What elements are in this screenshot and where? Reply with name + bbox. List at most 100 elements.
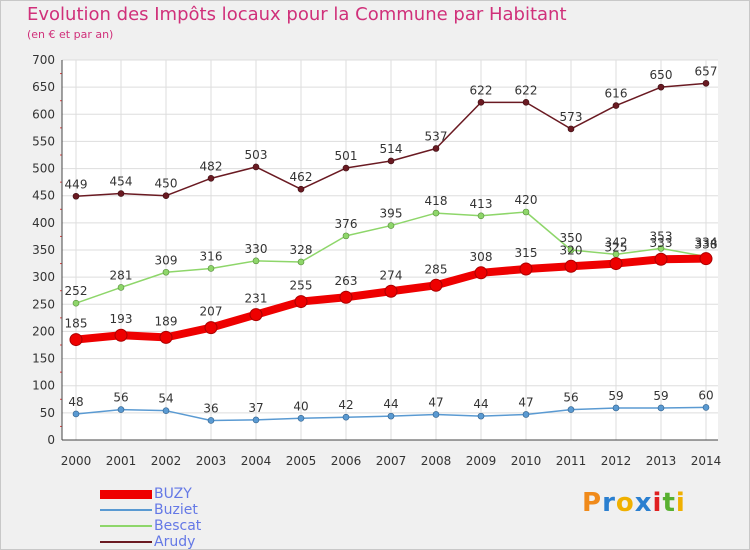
- data-label-buzy: 255: [290, 279, 313, 293]
- legend-item-buzy: BUZY: [100, 486, 250, 502]
- y-tick-label: 650: [32, 80, 55, 94]
- x-tick-label: 2009: [466, 454, 497, 468]
- data-label-buzy: 274: [380, 268, 403, 282]
- legend-swatch-arudy: [100, 541, 152, 543]
- y-tick-label: 550: [32, 134, 55, 148]
- data-label-buzy: 193: [110, 312, 133, 326]
- data-point-arudy: [117, 190, 125, 197]
- x-tick-label: 2014: [691, 454, 722, 468]
- data-point-bescat: [522, 208, 530, 216]
- data-label-buziet: 56: [563, 391, 578, 405]
- data-label-buzy: 231: [245, 292, 268, 306]
- data-label-bescat: 342: [605, 235, 628, 249]
- data-point-bescat: [567, 246, 575, 254]
- data-point-buziet: [117, 406, 125, 413]
- data-point-buziet: [477, 412, 485, 420]
- data-label-buziet: 44: [383, 397, 398, 411]
- data-label-buzy: 185: [65, 317, 88, 331]
- data-label-arudy: 622: [470, 83, 493, 97]
- y-tick-label: 350: [32, 243, 55, 257]
- x-tick-label: 2005: [286, 454, 317, 468]
- data-point-arudy: [72, 192, 80, 200]
- data-point-buzy: [429, 278, 443, 292]
- x-tick-label: 2000: [61, 454, 92, 468]
- data-point-arudy: [657, 83, 665, 91]
- data-point-arudy: [207, 175, 215, 182]
- data-label-arudy: 616: [605, 87, 628, 101]
- legend-swatch-buziet: [100, 509, 152, 511]
- data-label-bescat: 395: [380, 207, 403, 221]
- y-tick-label: 50: [40, 406, 55, 420]
- data-label-buzy: 333: [650, 236, 673, 250]
- data-label-bescat: 353: [650, 229, 673, 243]
- data-label-bescat: 376: [335, 217, 358, 231]
- data-label-arudy: 657: [695, 64, 718, 78]
- data-label-buziet: 47: [428, 395, 443, 409]
- data-label-arudy: 462: [290, 170, 313, 184]
- data-point-bescat: [342, 232, 350, 240]
- data-point-arudy: [567, 125, 575, 133]
- logo-letter: i: [675, 488, 686, 518]
- data-point-buzy: [384, 284, 398, 298]
- y-tick-label: 600: [32, 107, 55, 121]
- data-point-buzy: [69, 333, 83, 347]
- legend-item-bescat: Bescat: [100, 518, 250, 534]
- data-point-buzy: [159, 330, 173, 344]
- y-tick-label: 450: [32, 189, 55, 203]
- legend: BUZY Buziet Bescat Arudy: [100, 486, 250, 550]
- data-label-arudy: 449: [65, 177, 88, 191]
- data-point-arudy: [702, 80, 710, 87]
- data-label-arudy: 503: [245, 148, 268, 162]
- data-point-arudy: [432, 145, 440, 152]
- data-label-arudy: 482: [200, 159, 223, 173]
- data-point-buzy: [294, 295, 308, 309]
- x-tick-label: 2007: [376, 454, 407, 468]
- data-label-buzy: 189: [155, 314, 178, 328]
- logo-letter: o: [615, 488, 635, 518]
- data-label-bescat: 420: [515, 193, 538, 207]
- logo-letter: P: [582, 488, 603, 518]
- y-tick-label: 200: [32, 324, 55, 338]
- data-point-buzy: [474, 266, 488, 280]
- legend-item-arudy: Arudy: [100, 534, 250, 550]
- data-point-bescat: [162, 268, 170, 276]
- data-point-arudy: [387, 157, 395, 165]
- y-tick-label: 150: [32, 352, 55, 366]
- data-point-buzy: [654, 252, 668, 266]
- x-tick-label: 2011: [556, 454, 587, 468]
- data-point-buziet: [387, 412, 395, 420]
- data-label-buziet: 47: [518, 395, 533, 409]
- x-tick-label: 2008: [421, 454, 452, 468]
- data-point-buzy: [339, 290, 353, 304]
- data-label-buziet: 60: [698, 388, 713, 402]
- data-point-arudy: [342, 164, 350, 172]
- data-point-buzy: [114, 328, 128, 342]
- data-label-arudy: 450: [155, 177, 178, 191]
- data-point-buziet: [297, 414, 305, 422]
- data-point-arudy: [612, 102, 620, 109]
- data-label-bescat: 338: [695, 238, 718, 252]
- data-label-bescat: 350: [560, 231, 583, 245]
- data-point-buziet: [567, 406, 575, 413]
- data-point-buzy: [204, 321, 218, 335]
- data-label-buzy: 325: [605, 241, 628, 255]
- data-point-buziet: [252, 416, 260, 424]
- data-point-arudy: [252, 163, 260, 171]
- legend-swatch-buzy: [100, 490, 152, 499]
- data-point-buziet: [657, 404, 665, 412]
- data-label-buziet: 36: [203, 401, 218, 415]
- legend-label-buziet: Buziet: [154, 502, 198, 518]
- y-tick-label: 0: [47, 433, 55, 447]
- data-label-arudy: 501: [335, 149, 358, 163]
- logo-letter: x: [634, 488, 653, 518]
- x-tick-label: 2012: [601, 454, 632, 468]
- data-point-bescat: [207, 265, 215, 272]
- data-label-bescat: 252: [65, 284, 88, 298]
- data-label-buziet: 42: [338, 398, 353, 412]
- y-tick-label: 400: [32, 216, 55, 230]
- chart-subtitle: (en € et par an): [27, 28, 114, 41]
- data-label-buziet: 37: [248, 401, 263, 415]
- y-tick-label: 100: [32, 379, 55, 393]
- data-label-buziet: 44: [473, 397, 488, 411]
